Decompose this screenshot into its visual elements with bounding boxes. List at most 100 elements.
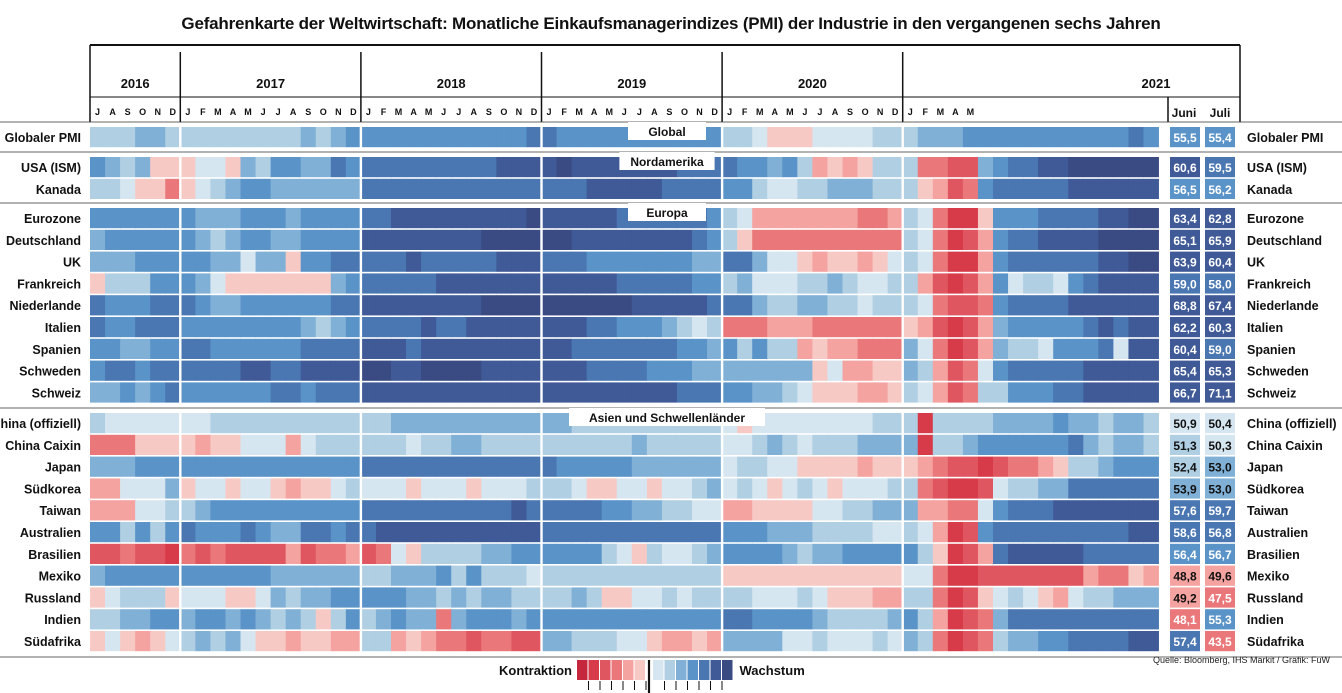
heat-cell — [556, 127, 572, 148]
heat-cell — [360, 434, 377, 455]
heat-cell — [391, 360, 407, 381]
juni-value: 49,2 — [1173, 591, 1197, 605]
heat-cell — [285, 609, 302, 630]
heat-cell — [1098, 229, 1114, 250]
heat-cell — [1143, 478, 1159, 499]
heat-cell — [631, 317, 648, 338]
heat-cell — [210, 338, 226, 359]
heat-cell — [195, 522, 211, 543]
heat-cell — [947, 456, 964, 477]
juni-cell — [1170, 500, 1200, 521]
heat-cell — [90, 251, 106, 272]
heat-cell — [887, 587, 904, 608]
heat-cell — [947, 127, 964, 148]
heat-cell — [812, 127, 828, 148]
heat-cell — [150, 543, 166, 564]
heat-cell — [932, 157, 949, 178]
heat-cell — [375, 251, 392, 272]
heat-cell — [616, 251, 633, 272]
heat-cell — [646, 631, 663, 652]
row-label-right: Frankreich — [1247, 277, 1311, 291]
heat-cell — [872, 456, 889, 477]
heat-cell — [240, 295, 256, 316]
heat-cell — [496, 157, 512, 178]
heat-cell — [1053, 631, 1069, 652]
heat-cell — [1038, 500, 1054, 521]
heat-cell — [541, 273, 557, 294]
heat-cell — [932, 295, 949, 316]
row-label-left: China (offiziell) — [0, 417, 81, 431]
heat-cell — [90, 522, 106, 543]
heat-cell — [225, 317, 241, 338]
heat-cell — [827, 500, 843, 521]
heat-cell — [797, 500, 813, 521]
heat-cell — [917, 500, 934, 521]
heat-cell — [150, 413, 166, 434]
heat-cell — [707, 522, 723, 543]
heat-cell — [767, 273, 783, 294]
heat-cell — [1008, 317, 1024, 338]
heat-cell — [135, 631, 151, 652]
heat-cell — [782, 500, 798, 521]
heat-cell — [345, 543, 362, 564]
heat-cell — [180, 500, 196, 521]
heat-cell — [436, 434, 452, 455]
heat-cell — [722, 208, 738, 229]
heat-cell — [436, 413, 452, 434]
heat-cell — [962, 631, 979, 652]
heat-cell — [646, 434, 663, 455]
heat-cell — [1143, 157, 1159, 178]
heat-cell — [661, 522, 678, 543]
heat-cell — [541, 565, 557, 586]
heat-cell — [240, 229, 256, 250]
heat-cell — [722, 317, 738, 338]
heat-cell — [1143, 208, 1159, 229]
heat-cell — [90, 587, 106, 608]
heat-cell — [993, 456, 1009, 477]
heat-cell — [270, 229, 287, 250]
heat-cell — [556, 609, 572, 630]
heat-cell — [270, 543, 287, 564]
heat-cell — [692, 565, 708, 586]
heat-cell — [857, 565, 873, 586]
heat-cell — [797, 360, 813, 381]
heat-cell — [977, 456, 994, 477]
heat-cell — [180, 413, 196, 434]
heat-cell — [436, 587, 452, 608]
heat-cell — [676, 295, 693, 316]
heat-cell — [436, 273, 452, 294]
heat-cell — [120, 208, 136, 229]
heat-cell — [1083, 360, 1099, 381]
heat-cell — [406, 434, 422, 455]
heat-cell — [330, 338, 347, 359]
year-gap — [720, 155, 724, 201]
heat-cell — [436, 543, 452, 564]
heat-cell — [1023, 295, 1039, 316]
heat-cell — [195, 543, 211, 564]
heat-cell — [375, 587, 392, 608]
row-label-left: Japan — [45, 461, 81, 475]
heat-cell — [1008, 565, 1024, 586]
heat-cell — [676, 229, 693, 250]
heat-cell — [225, 500, 241, 521]
heat-cell — [300, 317, 317, 338]
heat-cell — [842, 338, 858, 359]
heat-cell — [812, 522, 828, 543]
heat-cell — [887, 413, 904, 434]
heat-cell — [451, 360, 467, 381]
heat-cell — [993, 587, 1009, 608]
heat-cell — [767, 178, 783, 199]
heat-cell — [1143, 229, 1159, 250]
row-label-right: Eurozone — [1247, 212, 1304, 226]
heat-cell — [661, 273, 678, 294]
juni-value: 48,1 — [1173, 613, 1197, 627]
heat-cell — [1143, 609, 1159, 630]
heat-cell — [406, 317, 422, 338]
heat-cell — [1038, 543, 1054, 564]
heat-cell — [616, 229, 633, 250]
heat-cell — [300, 229, 317, 250]
heat-cell — [707, 587, 723, 608]
heat-cell — [120, 500, 136, 521]
month-label: N — [154, 107, 161, 117]
heat-cell — [285, 631, 302, 652]
